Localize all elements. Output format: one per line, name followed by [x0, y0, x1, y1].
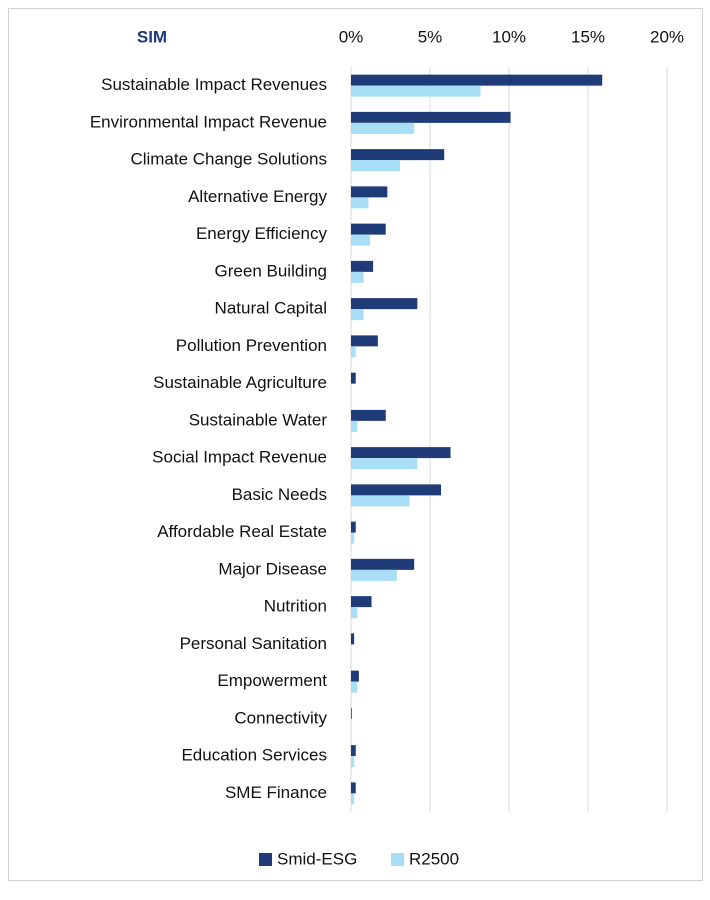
y-tick-label: Major Disease: [218, 559, 327, 578]
x-tick-label: 20%: [650, 27, 684, 46]
y-tick-label: Pollution Prevention: [176, 336, 327, 355]
bar: [351, 186, 388, 198]
y-tick-label: SME Finance: [225, 783, 327, 802]
y-tick-label: Social Impact Revenue: [152, 448, 327, 467]
bar: [351, 633, 355, 645]
bar: [351, 558, 415, 570]
bar: [351, 670, 359, 682]
x-tick-label: 15%: [571, 27, 605, 46]
y-tick-label: Climate Change Solutions: [130, 150, 327, 169]
y-tick-label: Environmental Impact Revenue: [90, 112, 327, 131]
bar: [351, 681, 358, 693]
bar: [351, 335, 378, 347]
y-tick-label: Basic Needs: [232, 485, 327, 504]
bar: [351, 409, 386, 421]
y-tick-label: Nutrition: [264, 597, 327, 616]
bar: [351, 756, 355, 768]
bar: [351, 271, 364, 283]
bar: [351, 521, 356, 533]
y-tick-label: Alternative Energy: [188, 187, 327, 206]
bar: [351, 309, 364, 321]
chart-title: SIM: [137, 27, 167, 46]
y-tick-label: Green Building: [215, 261, 327, 280]
bar: [351, 223, 386, 235]
y-tick-label: Connectivity: [234, 708, 327, 727]
x-tick-label: 10%: [492, 27, 526, 46]
bar: [351, 160, 400, 172]
bar: [351, 782, 356, 794]
y-tick-label: Sustainable Impact Revenues: [101, 75, 327, 94]
bar: [351, 346, 356, 358]
y-tick-label: Sustainable Agriculture: [153, 373, 327, 392]
y-tick-label: Empowerment: [217, 671, 327, 690]
bar: [351, 260, 374, 272]
x-tick-label: 0%: [339, 27, 364, 46]
bar: [351, 607, 358, 619]
bar: [351, 484, 442, 496]
y-tick-label: Natural Capital: [215, 299, 327, 318]
bar: [351, 495, 410, 507]
bar: [351, 111, 511, 123]
bar: [351, 197, 369, 209]
bar: [351, 372, 356, 384]
bar: [351, 569, 397, 581]
bar: [351, 298, 418, 310]
bar: [351, 447, 451, 459]
bar: [351, 234, 370, 246]
legend-swatch: [391, 853, 404, 866]
bar: [351, 596, 372, 608]
bar: [351, 745, 356, 757]
y-tick-label: Energy Efficiency: [196, 224, 328, 243]
bar: [351, 420, 358, 432]
bar: [351, 74, 603, 86]
bar: [351, 532, 355, 544]
legend-label: R2500: [409, 849, 459, 868]
legend-swatch: [259, 853, 272, 866]
legend-label: Smid-ESG: [277, 849, 357, 868]
bar: [351, 707, 352, 719]
y-tick-label: Affordable Real Estate: [157, 522, 327, 541]
y-tick-label: Education Services: [181, 746, 327, 765]
bar: [351, 85, 481, 97]
bar: [351, 149, 445, 161]
bar: [351, 458, 418, 470]
bar: [351, 122, 415, 134]
bar: [351, 793, 355, 805]
y-tick-label: Personal Sanitation: [180, 634, 327, 653]
y-tick-label: Sustainable Water: [189, 410, 328, 429]
x-tick-label: 5%: [418, 27, 443, 46]
